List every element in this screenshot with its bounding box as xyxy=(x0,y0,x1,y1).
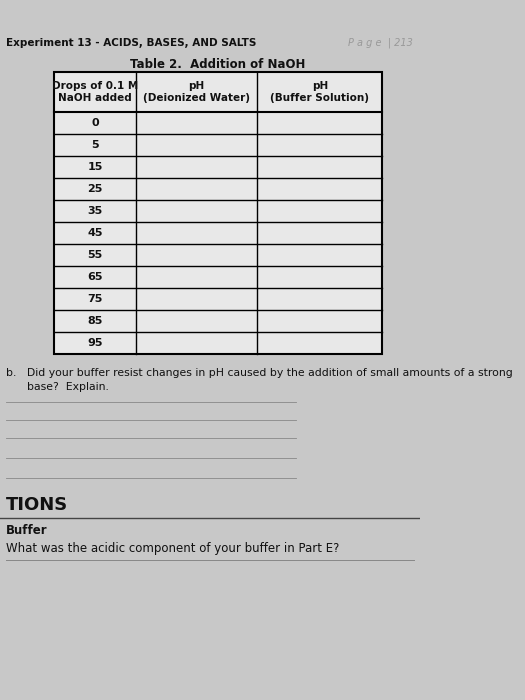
Text: Table 2.  Addition of NaOH: Table 2. Addition of NaOH xyxy=(130,58,305,71)
Text: 35: 35 xyxy=(88,206,103,216)
Text: P a g e  | 213: P a g e | 213 xyxy=(348,38,413,48)
Text: 75: 75 xyxy=(88,294,103,304)
Text: 45: 45 xyxy=(87,228,103,238)
Text: 95: 95 xyxy=(87,338,103,348)
Text: 5: 5 xyxy=(91,140,99,150)
Text: base?  Explain.: base? Explain. xyxy=(6,382,109,392)
Text: 0: 0 xyxy=(91,118,99,128)
Text: b.   Did your buffer resist changes in pH caused by the addition of small amount: b. Did your buffer resist changes in pH … xyxy=(6,368,512,378)
Text: pH
(Deionized Water): pH (Deionized Water) xyxy=(143,81,250,103)
Text: Buffer: Buffer xyxy=(6,524,47,537)
Text: Experiment 13 - ACIDS, BASES, AND SALTS: Experiment 13 - ACIDS, BASES, AND SALTS xyxy=(6,38,256,48)
Text: 65: 65 xyxy=(87,272,103,282)
Text: 15: 15 xyxy=(88,162,103,172)
Text: TIONS: TIONS xyxy=(6,496,68,514)
Text: 55: 55 xyxy=(88,250,103,260)
Text: 25: 25 xyxy=(88,184,103,194)
Text: Drops of 0.1 M
NaOH added: Drops of 0.1 M NaOH added xyxy=(52,81,138,103)
Text: pH
(Buffer Solution): pH (Buffer Solution) xyxy=(270,81,369,103)
Text: 85: 85 xyxy=(88,316,103,326)
Bar xyxy=(55,72,382,354)
Text: What was the acidic component of your buffer in Part E?: What was the acidic component of your bu… xyxy=(6,542,339,555)
